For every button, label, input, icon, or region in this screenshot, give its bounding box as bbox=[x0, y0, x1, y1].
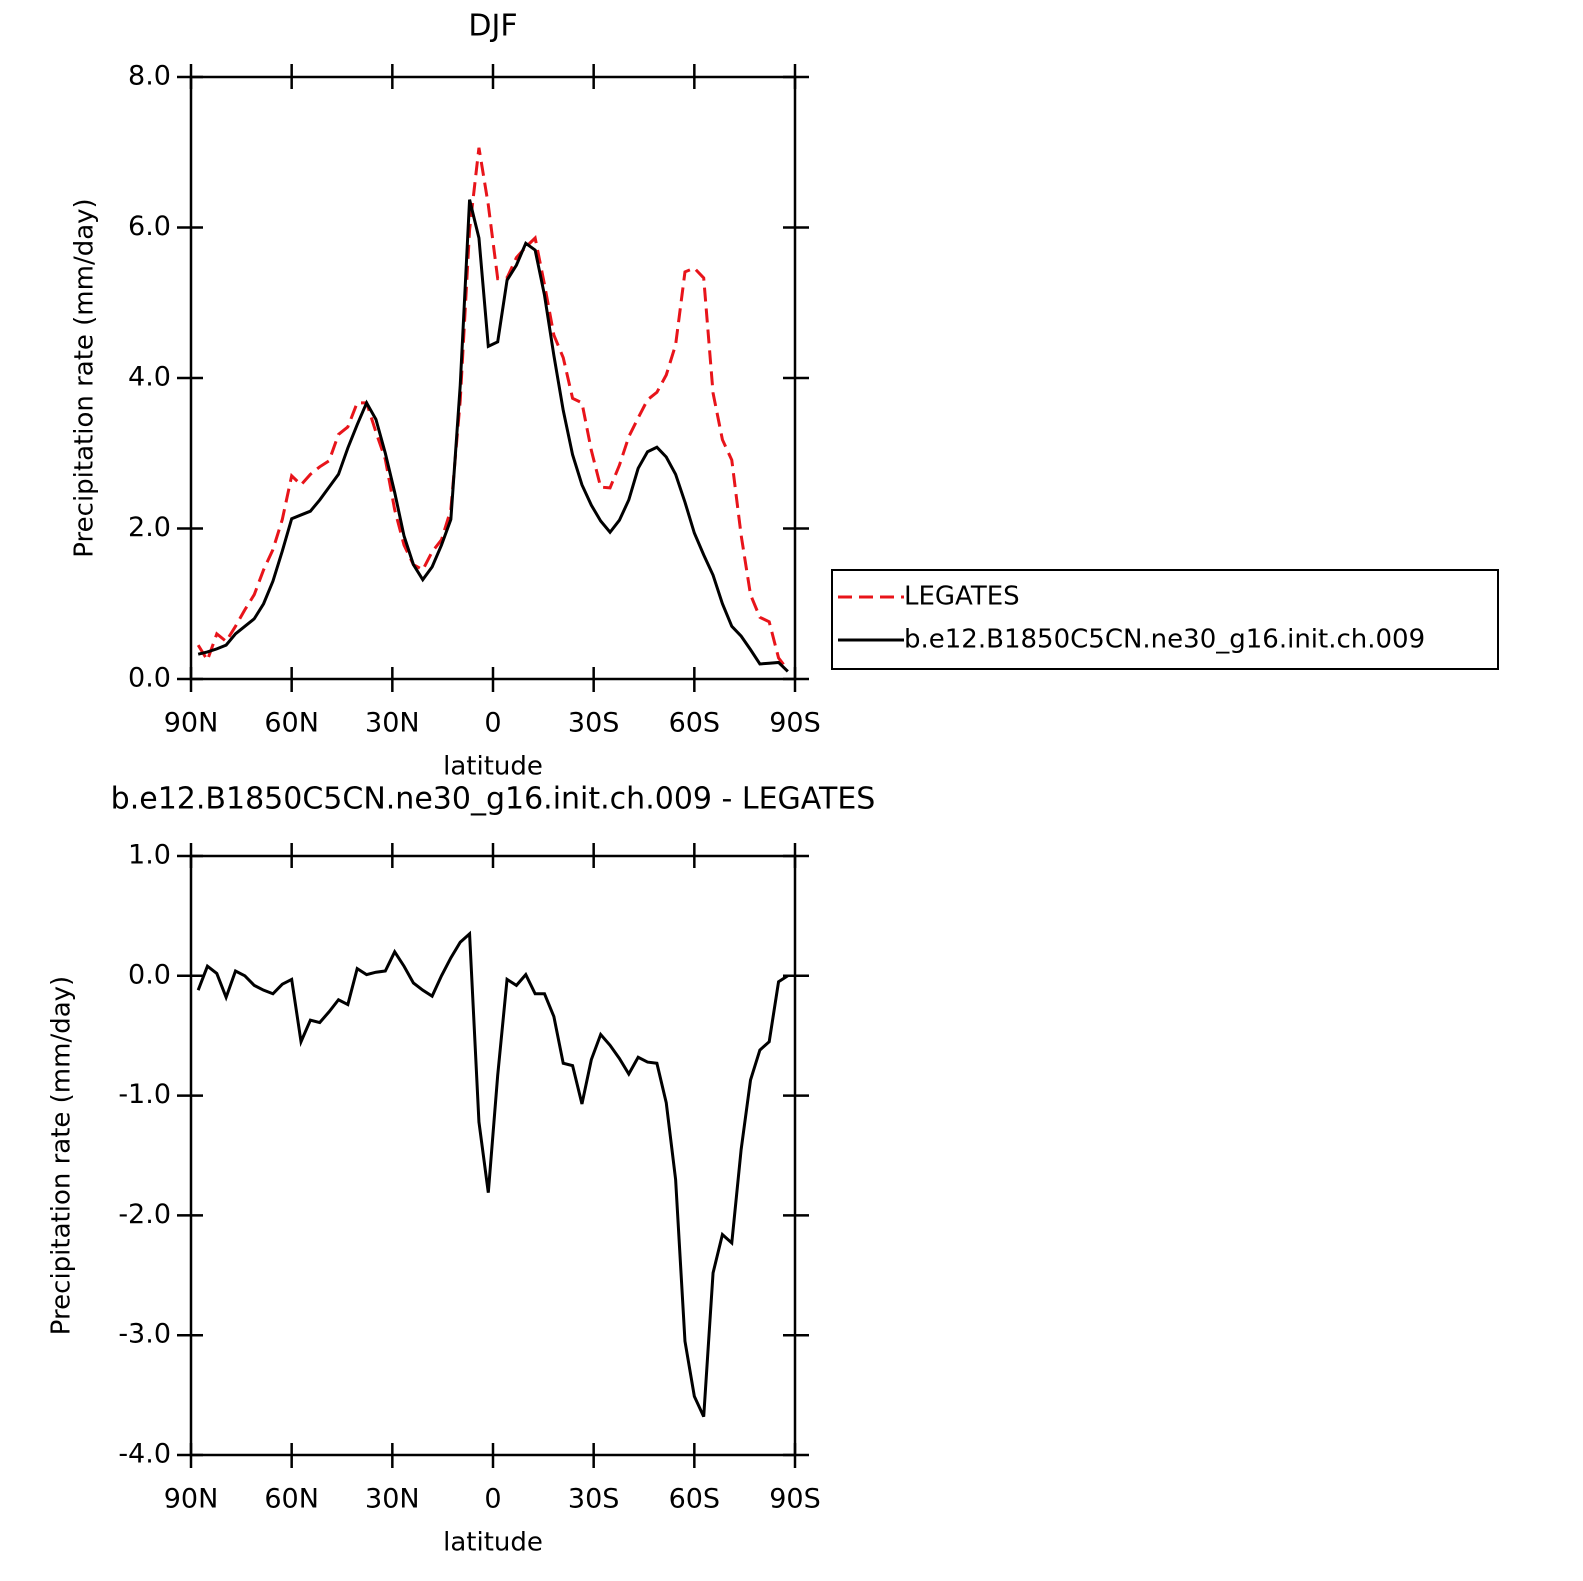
legend-box bbox=[831, 569, 1499, 670]
y-tick-label: -3.0 bbox=[118, 1319, 171, 1350]
x-tick-label: 90S bbox=[769, 1484, 821, 1515]
x-tick-label: 0 bbox=[484, 1484, 501, 1515]
x-tick-label: 90N bbox=[164, 708, 219, 739]
legend-label: b.e12.B1850C5CN.ne30_g16.init.ch.009 bbox=[904, 625, 1425, 655]
y-tick-label: -4.0 bbox=[118, 1439, 171, 1470]
x-tick-label: 60S bbox=[669, 708, 721, 739]
x-tick-label: 60S bbox=[669, 1484, 721, 1515]
chart-title: DJF bbox=[468, 9, 517, 44]
data-line bbox=[197, 199, 789, 673]
x-tick-label: 30N bbox=[365, 1484, 420, 1515]
x-tick-label: 60N bbox=[264, 708, 319, 739]
plot-frame bbox=[189, 75, 797, 681]
y-tick-label: 2.0 bbox=[128, 512, 171, 543]
x-tick-label: 30S bbox=[568, 1484, 620, 1515]
y-tick-label: 4.0 bbox=[128, 362, 171, 393]
data-line bbox=[196, 930, 789, 1418]
data-line bbox=[196, 147, 790, 671]
x-tick-label: 90N bbox=[164, 1484, 219, 1515]
legend-label: LEGATES bbox=[904, 582, 1020, 612]
x-axis-label: latitude bbox=[443, 1528, 543, 1558]
y-tick-label: 0.0 bbox=[128, 959, 171, 990]
y-tick-label: 1.0 bbox=[128, 840, 171, 871]
y-tick-label: 8.0 bbox=[128, 61, 171, 92]
y-tick-label: -2.0 bbox=[118, 1199, 171, 1230]
x-tick-label: 60N bbox=[264, 1484, 319, 1515]
y-tick-label: 6.0 bbox=[128, 211, 171, 242]
x-tick-label: 30S bbox=[568, 708, 620, 739]
x-axis-label: latitude bbox=[443, 752, 543, 782]
y-tick-label: 0.0 bbox=[128, 663, 171, 694]
chart-title: b.e12.B1850C5CN.ne30_g16.init.ch.009 - L… bbox=[111, 782, 876, 817]
x-tick-label: 30N bbox=[365, 708, 420, 739]
plot-frame bbox=[189, 854, 797, 1457]
y-axis-label: Precipitation rate (mm/day) bbox=[47, 976, 77, 1335]
x-tick-label: 0 bbox=[484, 708, 501, 739]
x-tick-label: 90S bbox=[769, 708, 821, 739]
y-axis-label: Precipitation rate (mm/day) bbox=[70, 198, 100, 557]
y-tick-label: -1.0 bbox=[118, 1079, 171, 1110]
